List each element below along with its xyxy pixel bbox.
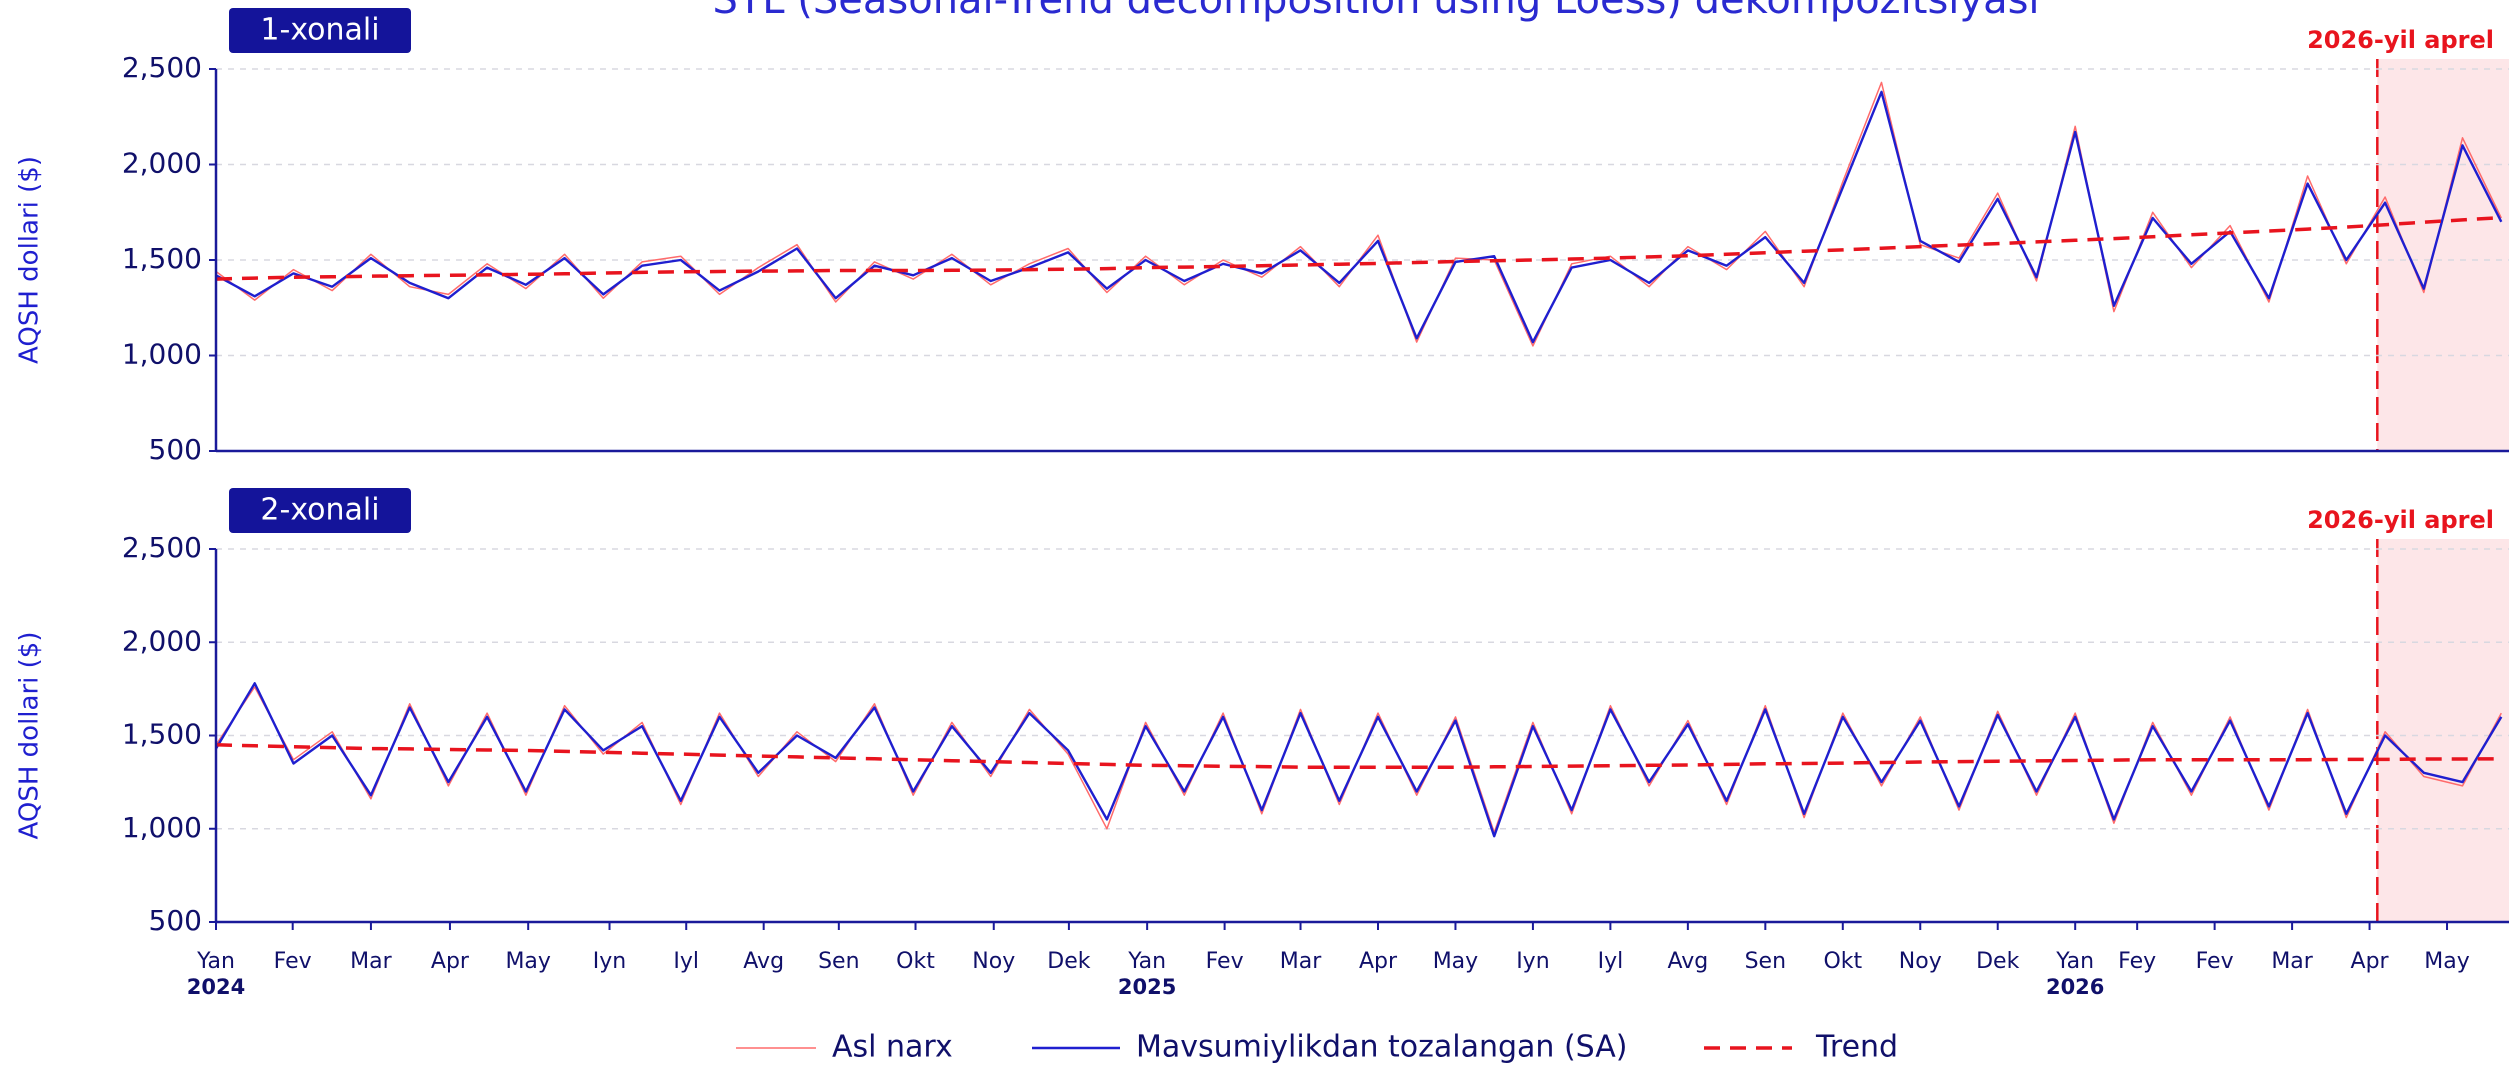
series-line — [214, 682, 2503, 838]
y-tick-label: 2,000 — [122, 624, 202, 657]
x-tick-label: Dek — [1976, 949, 2019, 974]
y-tick-label: 2,500 — [122, 531, 202, 564]
x-tick-label: Sen — [818, 949, 859, 974]
x-tick-label: Fev — [2196, 949, 2234, 974]
x-tick-label: Apr — [1359, 949, 1398, 974]
x-tick-label: Fev — [1206, 949, 1244, 974]
annotation-label: 2026-yil aprel — [2307, 26, 2494, 54]
x-tick-label: May — [2424, 949, 2469, 974]
x-tick-label: Fev — [274, 949, 312, 974]
x-tick-label: Iyn — [593, 949, 626, 974]
legend-label: Mavsumiylikdan tozalangan (SA) — [1136, 1030, 1627, 1065]
y-tick-label: 1,000 — [122, 338, 202, 371]
x-tick-label: Dek — [1047, 949, 1090, 974]
series-line — [215, 81, 2502, 347]
x-tick-label: Mar — [2271, 949, 2313, 974]
x-tick-label: Iyl — [1598, 949, 1624, 974]
y-tick-label: 2,000 — [122, 147, 202, 180]
year-label: 2025 — [1118, 975, 1176, 999]
legend-label: Asl narx — [832, 1030, 953, 1065]
x-tick-label: Fey — [2118, 949, 2156, 974]
x-tick-label: Iyn — [1516, 949, 1549, 974]
panel-label: 2-xonali — [260, 493, 379, 528]
x-tick-label: Yan — [196, 949, 235, 974]
y-tick-label: 1,500 — [122, 718, 202, 751]
x-tick-label: Apr — [2351, 949, 2390, 974]
y-tick-label: 1,500 — [122, 242, 202, 275]
x-tick-label: May — [1433, 949, 1478, 974]
panel-label: 1-xonali — [260, 13, 379, 48]
highlight-region — [2377, 59, 2509, 451]
x-tick-label: Apr — [431, 949, 470, 974]
x-tick-label: Okt — [896, 949, 935, 974]
year-label: 2024 — [187, 975, 245, 999]
x-tick-label: Mar — [350, 949, 392, 974]
y-tick-label: 1,000 — [122, 811, 202, 844]
x-tick-label: Noy — [1899, 949, 1942, 974]
x-tick-label: Avg — [1667, 949, 1708, 974]
x-tick-label: Mar — [1280, 949, 1322, 974]
x-tick-label: Yan — [1127, 949, 1166, 974]
x-tick-label: Okt — [1823, 949, 1862, 974]
x-tick-label: Sen — [1745, 949, 1786, 974]
y-tick-label: 2,500 — [122, 51, 202, 84]
x-tick-label: Iyl — [673, 949, 699, 974]
x-tick-label: Avg — [743, 949, 784, 974]
annotation-label: 2026-yil aprel — [2307, 506, 2494, 534]
chart-title: STL (Seasonal-Trend decomposition using … — [712, 0, 2039, 23]
y-axis-label: AQSH dollari ($) — [15, 156, 45, 364]
panel-label-box — [229, 8, 411, 53]
year-label: 2026 — [2046, 975, 2104, 999]
x-tick-label: May — [505, 949, 550, 974]
series-line — [215, 215, 2502, 281]
panel-label-box — [229, 488, 411, 533]
x-tick-label: Noy — [972, 949, 1015, 974]
legend-label: Trend — [1815, 1030, 1898, 1065]
y-tick-label: 500 — [149, 433, 202, 466]
y-axis-label: AQSH dollari ($) — [15, 632, 45, 840]
series-line — [215, 743, 2502, 769]
y-tick-label: 500 — [149, 904, 202, 937]
series-line — [215, 90, 2503, 344]
highlight-region — [2377, 539, 2509, 922]
x-tick-label: Yan — [2055, 949, 2094, 974]
